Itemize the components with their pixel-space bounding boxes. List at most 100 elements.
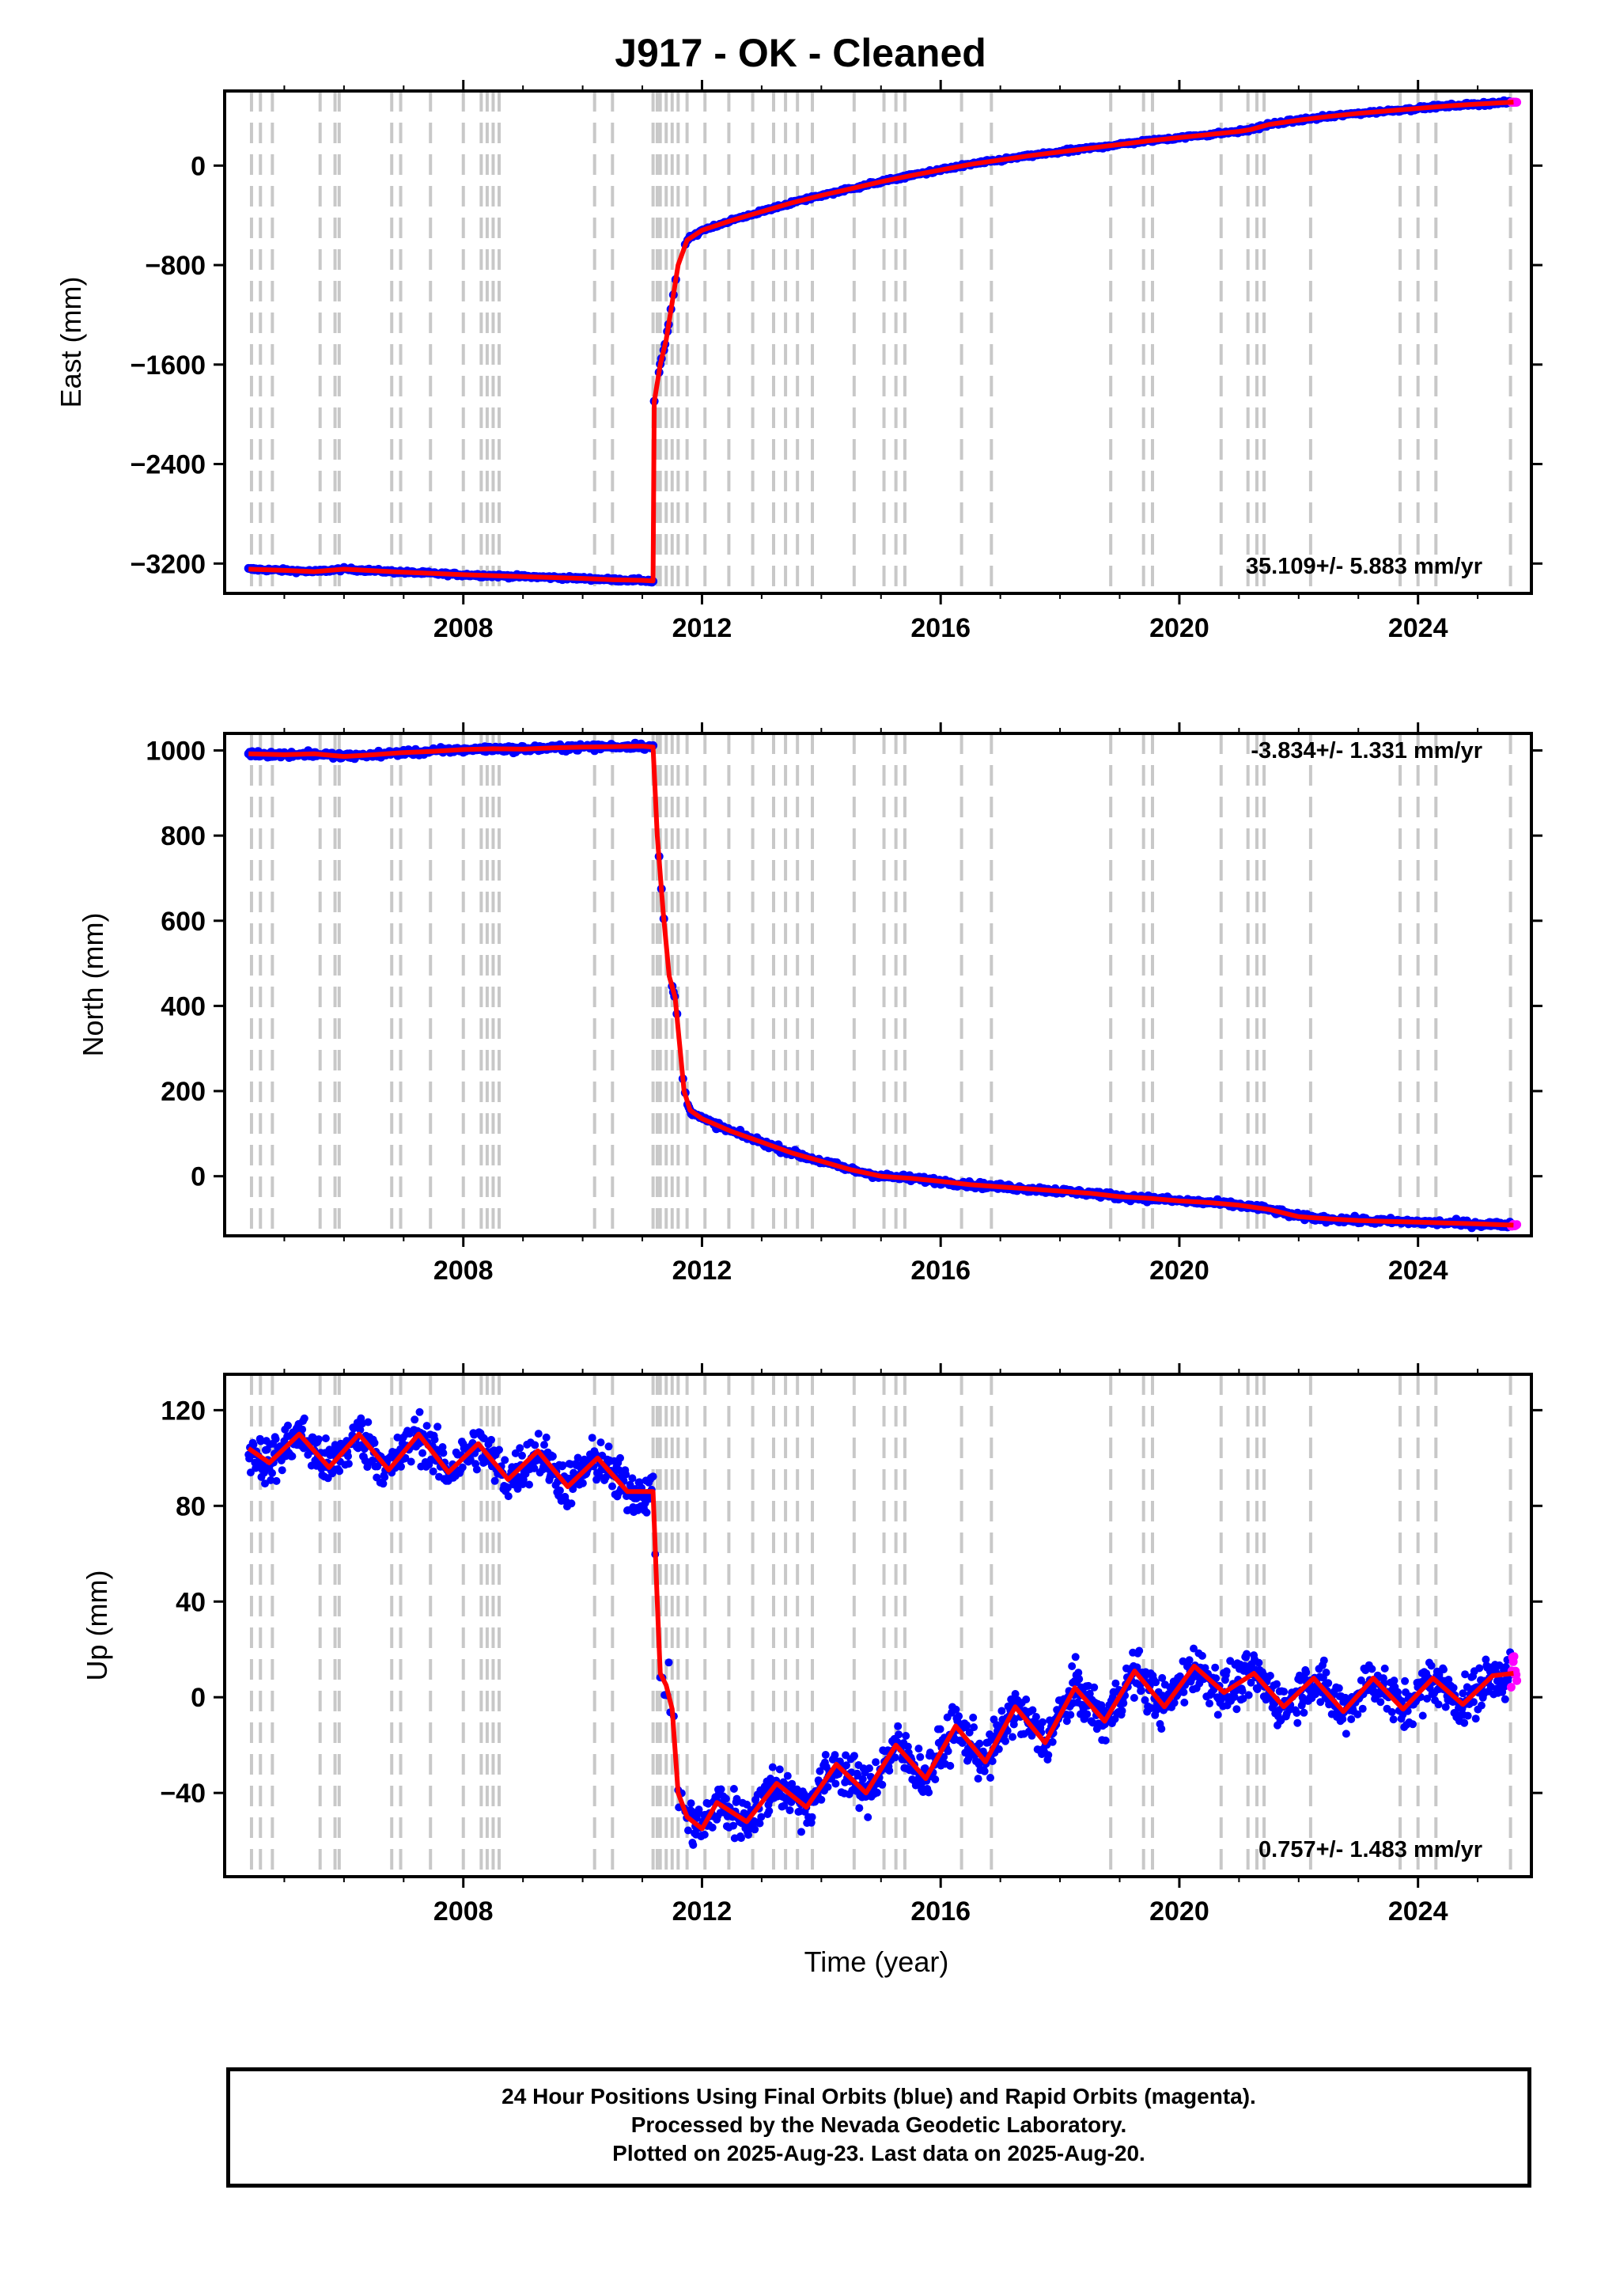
final-orbit-point (1244, 1691, 1253, 1699)
x-tick-label: 2016 (910, 1256, 971, 1286)
final-orbit-point (267, 1476, 275, 1484)
final-orbit-point (885, 1767, 894, 1775)
y-tick-label: 0 (191, 1683, 206, 1713)
final-orbit-point (1322, 1669, 1330, 1677)
final-orbit-point (1074, 1669, 1083, 1677)
final-orbit-point (1449, 1684, 1458, 1692)
final-orbit-point (534, 1430, 543, 1438)
final-orbit-point (872, 1758, 880, 1767)
final-orbit-point (271, 1434, 280, 1443)
final-orbit-point (1170, 1699, 1179, 1707)
final-orbit-point (751, 1825, 759, 1834)
final-orbit-point (1441, 1703, 1450, 1711)
final-orbit-point (1101, 1736, 1110, 1745)
final-orbit-point (931, 1775, 940, 1783)
final-orbit-point (1273, 1680, 1281, 1688)
final-orbit-point (1293, 1709, 1301, 1717)
final-orbit-point (628, 1474, 637, 1483)
final-orbit-point (1232, 1705, 1241, 1714)
final-orbit-point (664, 1658, 673, 1667)
final-orbit-point (1211, 1663, 1220, 1672)
final-orbit-point (596, 1438, 605, 1447)
final-orbit-point (831, 1751, 839, 1760)
model-line (247, 1431, 1514, 1832)
final-orbit-point (963, 1721, 971, 1730)
final-orbit-point (717, 1785, 725, 1794)
final-orbit-point (1461, 1670, 1470, 1679)
final-orbit-point (595, 1472, 604, 1480)
final-orbit-point (1198, 1651, 1206, 1660)
final-orbit-point (256, 1437, 265, 1445)
x-tick-label: 2024 (1388, 1896, 1448, 1927)
final-orbit-point (808, 1813, 816, 1821)
final-orbit-point (1434, 1700, 1443, 1709)
final-orbit-point (878, 1780, 887, 1789)
final-orbit-point (1475, 1664, 1484, 1673)
y-tick-label: 400 (161, 991, 206, 1021)
final-orbit-point (1319, 1656, 1328, 1665)
final-orbit-point (422, 1422, 431, 1430)
x-tick-label: 2012 (672, 1896, 732, 1927)
final-orbit-point (1222, 1667, 1231, 1676)
final-orbit-point (855, 1804, 864, 1813)
final-orbit-point (1135, 1646, 1144, 1655)
final-orbit-point (1044, 1751, 1053, 1760)
final-orbit-point (1075, 1675, 1084, 1684)
final-orbit-point (439, 1449, 448, 1457)
final-orbit-point (407, 1457, 415, 1466)
final-orbit-point (573, 1453, 582, 1462)
x-tick-label: 2020 (1149, 1896, 1209, 1927)
final-orbit-point (1066, 1711, 1075, 1719)
footer-box: 24 Hour Positions Using Final Orbits (bl… (226, 2067, 1531, 2188)
final-orbit-point (495, 1445, 503, 1454)
final-orbit-point (530, 1464, 539, 1472)
final-orbit-point (1212, 1674, 1221, 1683)
final-orbit-point (1353, 1710, 1362, 1718)
east-frame (223, 89, 1533, 595)
final-orbit-point (768, 1763, 777, 1771)
final-orbit-point (817, 1795, 826, 1804)
final-orbit-point (965, 1728, 974, 1737)
final-orbit-point (525, 1480, 533, 1489)
y-tick-label: 80 (176, 1491, 206, 1521)
final-orbit-point (1119, 1699, 1128, 1707)
final-orbit-point (864, 1813, 872, 1821)
final-orbit-point (567, 1499, 576, 1508)
final-orbit-point (518, 1451, 526, 1460)
final-orbit-point (298, 1425, 307, 1434)
final-orbit-point (272, 1476, 281, 1485)
final-orbit-point (370, 1438, 379, 1447)
final-orbit-point (314, 1435, 323, 1444)
final-orbit-point (1280, 1688, 1289, 1696)
final-orbit-point (249, 1440, 258, 1449)
final-orbit-point (1022, 1695, 1031, 1703)
final-orbit-point (649, 1472, 657, 1481)
y-tick-label: 200 (161, 1077, 206, 1107)
model-line (248, 100, 1514, 584)
final-orbit-point (487, 1435, 495, 1444)
final-orbit-point (865, 1764, 873, 1772)
final-orbit-point (1358, 1704, 1367, 1713)
final-orbit-point (757, 1813, 766, 1821)
final-orbit-point (1427, 1661, 1436, 1670)
final-orbit-point (415, 1408, 424, 1416)
final-orbit-point (622, 1470, 630, 1479)
final-orbit-point (737, 1834, 745, 1843)
final-orbit-point (1342, 1730, 1350, 1738)
final-orbit-point (356, 1426, 365, 1434)
final-orbit-point (1368, 1665, 1376, 1673)
final-orbit-point (850, 1752, 858, 1760)
final-orbit-point (540, 1441, 548, 1449)
up-panel: 2008 2012 2016 2020 2024 120 80 40 0 −40 Up (mm) 0.… (81, 1363, 1542, 1927)
final-orbit-point (946, 1761, 955, 1770)
final-orbit-point (1334, 1684, 1343, 1692)
north-plot-area (244, 733, 1522, 1236)
final-orbit-point (335, 1467, 344, 1476)
final-orbit-point (429, 1467, 437, 1476)
final-orbit-point (994, 1745, 1003, 1753)
final-orbit-point (823, 1783, 832, 1791)
y-tick-label: 0 (191, 151, 206, 181)
final-orbit-point (1062, 1717, 1071, 1726)
final-orbit-point (608, 1482, 616, 1491)
